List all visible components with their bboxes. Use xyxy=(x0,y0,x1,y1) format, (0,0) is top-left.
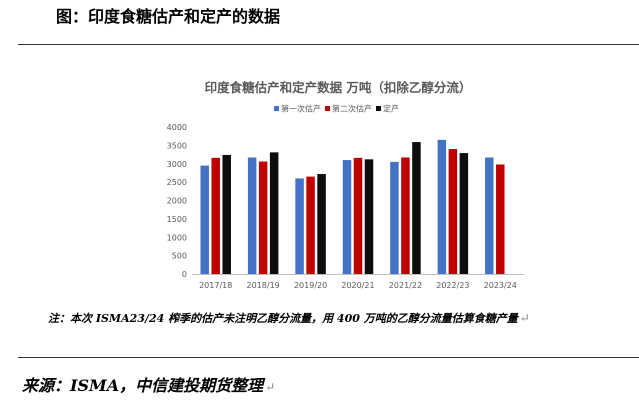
y-tick-label: 500 xyxy=(172,252,187,261)
y-tick-label: 1500 xyxy=(167,215,187,224)
bar-2-4 xyxy=(353,157,363,274)
bar-1-2 xyxy=(247,157,257,274)
chart-note: 注：本次 ISMA23/24 榨季的估产未注明乙醇分流量，用 400 万吨的乙醇… xyxy=(48,310,530,326)
bar-1-6 xyxy=(437,139,447,274)
y-tick-label: 2500 xyxy=(167,178,187,187)
source-line: 来源：ISMA，中信建投期货整理 ↵ xyxy=(22,372,275,396)
bar-2-2 xyxy=(258,161,268,274)
legend-swatch xyxy=(274,106,279,111)
x-tick-label: 2020/21 xyxy=(341,281,374,290)
bar-2-7 xyxy=(496,164,505,274)
bar-2-1 xyxy=(211,157,220,274)
y-tick-label: 3500 xyxy=(167,141,187,150)
legend-swatch xyxy=(376,106,381,111)
bar-1-7 xyxy=(485,157,494,274)
legend-label: 定产 xyxy=(383,104,399,114)
legend-label: 第二次估产 xyxy=(332,104,372,114)
y-tick-label: 2000 xyxy=(167,197,187,206)
x-tick-label: 2022/23 xyxy=(436,281,469,290)
bar-3-1 xyxy=(222,154,231,274)
x-tick-label: 2019/20 xyxy=(294,281,327,290)
chart-note-text: 注：本次 ISMA23/24 榨季的估产未注明乙醇分流量，用 400 万吨的乙醇… xyxy=(48,312,518,325)
bar-3-6 xyxy=(459,153,469,274)
source-text: 来源：ISMA，中信建投期货整理 xyxy=(22,376,264,395)
bar-3-3 xyxy=(317,174,326,274)
bar-1-1 xyxy=(200,165,209,274)
legend-label: 第一次估产 xyxy=(281,104,321,114)
y-tick-label: 3000 xyxy=(167,160,187,169)
bar-1-5 xyxy=(390,161,399,274)
return-mark: ↵ xyxy=(519,311,530,325)
x-tick-label: 2018/19 xyxy=(247,281,280,290)
bar-chart: 印度食糖估产和定产数据 万吨（扣除乙醇分流） 第一次估产 第二次估产 定产 0 500… xyxy=(167,80,524,290)
bar-1-3 xyxy=(295,178,304,274)
y-tick-label: 0 xyxy=(182,270,187,279)
plot-area: 0 500 1000 1500 2000 2500 3000 3500 4000 2017/18 2… xyxy=(167,123,524,290)
bar-2-3 xyxy=(306,176,315,274)
y-tick-label: 4000 xyxy=(167,123,187,132)
page-title: 图：印度食糖估产和定产的数据 xyxy=(56,7,281,26)
chart-title: 印度食糖估产和定产数据 万吨（扣除乙醇分流） xyxy=(205,80,472,95)
return-mark: ↵ xyxy=(265,380,276,394)
bar-2-6 xyxy=(448,149,458,274)
x-tick-label: 2023/24 xyxy=(484,281,517,290)
chart-legend: 第一次估产 第二次估产 定产 xyxy=(274,104,399,114)
x-tick-label: 2017/18 xyxy=(199,281,232,290)
bar-3-5 xyxy=(412,142,421,274)
bar-1-4 xyxy=(342,160,352,274)
bar-2-5 xyxy=(401,157,410,274)
y-tick-label: 1000 xyxy=(167,233,187,242)
bar-3-2 xyxy=(269,152,279,274)
legend-swatch xyxy=(325,106,330,111)
top-divider xyxy=(18,44,639,45)
x-tick-label: 2021/22 xyxy=(389,281,422,290)
bar-3-4 xyxy=(364,159,374,274)
bottom-divider xyxy=(18,357,639,358)
